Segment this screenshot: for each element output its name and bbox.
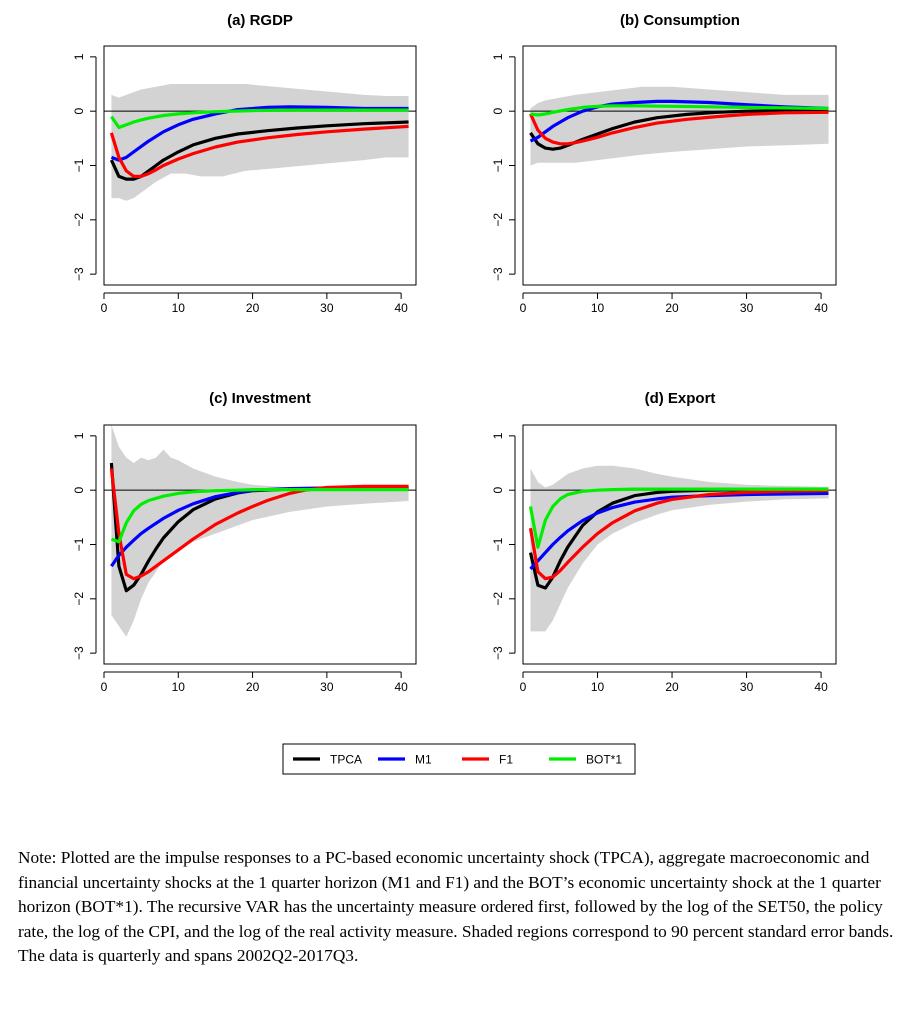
panel-title: (c) Investment xyxy=(209,390,311,407)
panel-1: (a) RGDP 0 10 20 30 40 −3 −2 −1 0 1 xyxy=(72,12,417,315)
x-tick-label: 0 xyxy=(101,680,108,694)
y-tick-label: −2 xyxy=(72,213,86,227)
panel-title: (a) RGDP xyxy=(227,12,293,29)
legend-label-m1: M1 xyxy=(415,753,432,767)
legend-label-bot-1: BOT*1 xyxy=(586,753,622,767)
series-line-bot-1 xyxy=(528,487,829,549)
y-tick-label: 1 xyxy=(491,53,505,60)
y-tick-label: 0 xyxy=(72,487,86,494)
plot-frame xyxy=(103,45,417,286)
x-tick-label: 20 xyxy=(246,680,260,694)
x-tick-label: 10 xyxy=(591,680,605,694)
x-tick-label: 10 xyxy=(591,301,605,315)
plot-frame xyxy=(522,424,837,665)
confidence-band xyxy=(530,86,829,166)
panel-2: (b) Consumption 0 10 20 30 40 −3 −2 −1 0 1 xyxy=(491,12,837,315)
panel-4: (d) Export 0 10 20 30 40 −3 −2 −1 0 1 xyxy=(491,390,837,694)
x-tick-label: 30 xyxy=(740,301,754,315)
series-line-f1 xyxy=(528,489,829,581)
y-tick-label: −1 xyxy=(72,537,86,551)
y-tick-label: 0 xyxy=(491,487,505,494)
y-tick-label: 1 xyxy=(72,432,86,439)
x-tick-label: 0 xyxy=(101,301,108,315)
panel-3: (c) Investment 0 10 20 30 40 −3 −2 −1 0 1 xyxy=(72,390,417,694)
series-line-bot-1 xyxy=(110,108,409,130)
y-tick-label: −2 xyxy=(72,592,86,606)
series-line-m1 xyxy=(529,99,829,143)
y-tick-label: −3 xyxy=(491,267,505,281)
x-tick-label: 30 xyxy=(320,301,334,315)
panel-title: (b) Consumption xyxy=(620,12,740,29)
x-tick-label: 10 xyxy=(172,301,186,315)
y-tick-label: −1 xyxy=(491,158,505,172)
x-tick-label: 30 xyxy=(740,680,754,694)
y-tick-label: 0 xyxy=(72,108,86,115)
x-tick-label: 0 xyxy=(520,680,527,694)
x-tick-label: 10 xyxy=(172,680,186,694)
series-line-f1 xyxy=(109,124,409,178)
x-tick-label: 20 xyxy=(665,680,679,694)
y-tick-label: −1 xyxy=(72,158,86,172)
x-tick-label: 40 xyxy=(814,680,828,694)
legend-label-tpca: TPCA xyxy=(330,753,362,767)
series-line-bot-1 xyxy=(530,104,829,117)
x-tick-label: 40 xyxy=(814,301,828,315)
y-tick-label: −2 xyxy=(491,213,505,227)
confidence-band xyxy=(111,425,409,637)
series-line-bot-1 xyxy=(110,488,409,544)
series-line-tpca xyxy=(529,109,829,151)
panel-title: (d) Export xyxy=(645,390,716,407)
x-tick-label: 40 xyxy=(394,680,408,694)
y-tick-label: −2 xyxy=(491,592,505,606)
y-tick-label: −1 xyxy=(491,537,505,551)
series-line-tpca xyxy=(109,120,409,181)
legend-label-f1: F1 xyxy=(499,753,513,767)
figure-note: Note: Plotted are the impulse responses … xyxy=(18,848,894,966)
y-tick-label: 1 xyxy=(72,53,86,60)
x-tick-label: 0 xyxy=(520,301,527,315)
y-tick-label: 1 xyxy=(491,432,505,439)
y-tick-label: −3 xyxy=(491,646,505,660)
x-tick-label: 40 xyxy=(394,301,408,315)
legend: TPCA M1 F1 BOT*1 xyxy=(282,743,636,775)
series-line-m1 xyxy=(110,105,409,162)
series-line-f1 xyxy=(529,110,829,146)
y-tick-label: −3 xyxy=(72,646,86,660)
x-tick-label: 30 xyxy=(320,680,334,694)
x-tick-label: 20 xyxy=(665,301,679,315)
plot-frame xyxy=(103,424,417,665)
plot-frame xyxy=(522,45,837,286)
x-tick-label: 20 xyxy=(246,301,260,315)
y-tick-label: −3 xyxy=(72,267,86,281)
y-tick-label: 0 xyxy=(491,108,505,115)
confidence-band xyxy=(111,84,409,201)
legend-box xyxy=(282,743,636,775)
